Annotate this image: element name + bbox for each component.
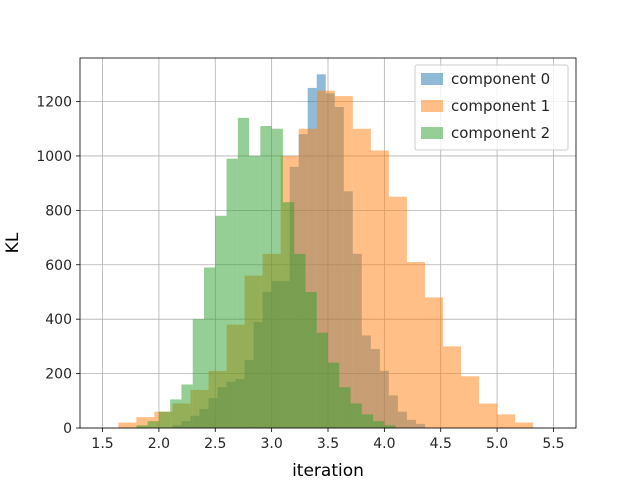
histogram-bar (118, 422, 137, 428)
histogram-bar (305, 291, 317, 428)
x-tick-label: 1.5 (91, 436, 113, 452)
histogram-bar (249, 155, 261, 429)
histogram-bar (461, 376, 480, 428)
histogram-bar (181, 384, 193, 428)
histogram-bar (136, 425, 148, 428)
histogram-bar (226, 158, 238, 429)
histogram-bar (271, 128, 283, 428)
y-tick-label: 800 (45, 203, 72, 219)
y-tick-label: 0 (63, 421, 72, 437)
x-tick-label: 2.5 (204, 436, 226, 452)
x-tick-label: 4.5 (430, 436, 452, 452)
histogram-bar (260, 126, 272, 428)
histogram-bar (215, 215, 227, 428)
histogram-bar (424, 297, 443, 428)
x-tick-label: 2.0 (148, 436, 170, 452)
y-tick-label: 600 (45, 258, 72, 274)
histogram-bar (147, 421, 159, 428)
y-axis-label: KL (3, 232, 23, 253)
x-axis-ticks: 1.5 2.0 2.5 3.0 3.5 4.0 4.5 5.0 5.5 (91, 428, 565, 452)
x-tick-label: 4.0 (373, 436, 395, 452)
histogram-bar (352, 128, 371, 428)
x-axis-label: iteration (292, 461, 364, 480)
legend-swatch (421, 73, 443, 85)
x-tick-label: 3.0 (261, 436, 283, 452)
histogram-bars (118, 74, 534, 429)
y-tick-label: 400 (45, 312, 72, 328)
x-tick-label: 3.5 (317, 436, 339, 452)
histogram-bar (204, 267, 216, 428)
histogram-bar (497, 414, 516, 428)
histogram-bar (282, 202, 295, 428)
histogram-bar (158, 411, 171, 428)
histogram-bar (170, 399, 182, 428)
histogram-bar (479, 403, 498, 428)
histogram-bar (384, 425, 396, 428)
histogram-bar (350, 403, 362, 428)
legend-swatch (421, 127, 443, 139)
y-tick-label: 1200 (36, 95, 72, 111)
y-tick-label: 200 (45, 367, 72, 383)
histogram-bar (334, 96, 353, 429)
histogram-bar (294, 253, 306, 428)
histogram-bar (373, 421, 385, 428)
legend: component 0 component 1 component 2 (414, 64, 569, 151)
series-2-bars (136, 117, 396, 429)
x-tick-label: 5.0 (486, 436, 508, 452)
y-axis-ticks: 0 200 400 600 800 1000 1200 (36, 95, 80, 437)
histogram-bar (328, 362, 340, 428)
legend-label: component 0 (451, 70, 550, 88)
histogram-bar (515, 422, 534, 428)
histogram-bar (316, 332, 328, 428)
histogram-bar (237, 117, 250, 429)
histogram-bar (442, 346, 462, 428)
histogram-bar (361, 414, 374, 428)
histogram-bar (339, 387, 351, 428)
legend-label: component 2 (451, 124, 550, 142)
legend-label: component 1 (451, 97, 550, 115)
histogram-bar (370, 150, 389, 428)
x-tick-label: 5.5 (542, 436, 564, 452)
histogram-bar (192, 319, 204, 428)
histogram-bar (136, 417, 155, 428)
legend-box (414, 64, 569, 151)
histogram-bar (388, 196, 407, 428)
histogram-bar (406, 262, 425, 428)
y-tick-label: 1000 (36, 149, 72, 165)
legend-swatch (421, 100, 443, 112)
